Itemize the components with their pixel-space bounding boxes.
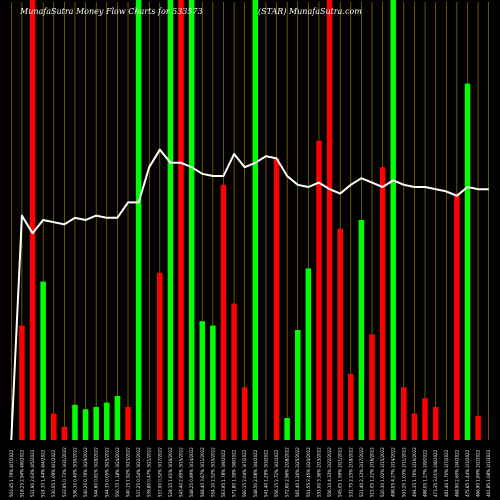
x-tick-label: 515.05 1.22% 2/16/2022: [370, 447, 375, 497]
x-tick-label: 545.05 1.99% 2/21/2022: [338, 447, 343, 497]
x-tick-label: 503.20 1.03% 2/11/2022: [401, 447, 406, 497]
x-tick-label: 568.40 3.67% 3/11/2022: [200, 447, 205, 497]
x-tick-label: 560.15 2.04% 3/7/2022: [242, 449, 247, 497]
money-flow-bar: [401, 387, 407, 440]
chart-title-right: (STAR) MunafaSutra.com: [258, 7, 362, 16]
money-flow-bar: [50, 413, 57, 440]
price-line: [10, 148, 489, 441]
money-flow-bar: [19, 325, 25, 440]
money-flow-bar: [93, 407, 99, 440]
x-tick-label: 533.95 0.73% 3/31/2022: [62, 447, 67, 497]
money-flow-bar: [422, 398, 428, 440]
money-flow-bar: [167, 0, 174, 440]
x-tick-label: 532.75 2.25% 2/18/2022: [348, 447, 353, 497]
money-flow-bar: [231, 303, 237, 440]
money-flow-bar: [61, 426, 68, 440]
x-tick-label: 520.30 1.02% 2/15/2022: [380, 447, 385, 497]
money-flow-bar: [326, 0, 333, 440]
x-tick-label: 521.40 2.13% 2/17/2022: [359, 447, 364, 497]
money-flow-bar: [316, 140, 322, 441]
x-tick-labels: 503.45 1.79% 4/7/2022 518.25 2.94% 4/6/20…: [9, 447, 491, 497]
x-tick-label: 556.10 4.33% 2/22/2022: [327, 447, 332, 497]
x-tick-label: 571.80 1.39% 3/8/2022: [232, 449, 237, 497]
money-flow-bar: [379, 167, 386, 440]
x-tick-label: 540.15 1.92% 3/23/2022: [126, 447, 131, 497]
x-tick-label: 530.05 1.09% 4/1/2022: [51, 449, 56, 497]
money-flow-bar: [188, 0, 195, 440]
x-tick-label: 488.05 1.27% 2/9/2022: [423, 449, 428, 497]
x-tick-label: 544.35 0.05% 3/25/2022: [104, 447, 109, 497]
x-tick-label: 473.35 3.01% 2/8/2022: [433, 449, 438, 497]
x-tick-label: 475.65 1.44% 2/3/2022: [465, 449, 470, 497]
money-flow-bar: [284, 418, 290, 440]
money-flow-bar: [454, 193, 460, 440]
bars: [19, 0, 481, 441]
money-flow-bar: [475, 415, 481, 440]
money-flow-bar: [432, 407, 439, 440]
x-tick-label: 548.25 0.89% 3/14/2022: [189, 447, 194, 497]
money-flow-bar: [337, 228, 343, 440]
money-flow-bar: [125, 407, 131, 440]
x-tick-label: 554.10 2.52% 3/10/2022: [210, 447, 215, 497]
x-tick-label: 565.40 1.26% 2/25/2022: [295, 447, 300, 497]
money-flow-bar: [464, 83, 471, 440]
money-flow-bar: [199, 321, 206, 440]
x-tick-label: 539.80 0.47% 3/21/2022: [147, 447, 152, 497]
x-tick-label: 503.45 1.79% 4/7/2022: [9, 449, 14, 497]
money-flow-bar: [29, 0, 36, 440]
x-tick-label: 537.25 0.54% 3/22/2022: [136, 447, 141, 497]
x-tick-label: 528.35 1.61% 3/16/2022: [168, 447, 173, 497]
money-flow-bar: [294, 330, 301, 440]
x-tick-label: 556.15 2.72% 3/2/2022: [274, 449, 279, 497]
x-tick-label: 498.05 4.27% 2/14/2022: [391, 447, 396, 497]
money-flow-bar: [114, 396, 121, 440]
money-flow-bar: [241, 387, 248, 440]
x-tick-label: 541.40 1.29% 3/3/2022: [263, 449, 268, 497]
money-flow-bar: [178, 0, 184, 440]
x-tick-label: 543.40 2.85% 3/15/2022: [179, 447, 184, 497]
money-flow-bar: [72, 404, 78, 440]
x-tick-label: 524.35 1.44% 4/4/2022: [41, 449, 46, 497]
money-flow-bar: [273, 158, 280, 440]
x-tick-label: 548.50 2.08% 3/4/2022: [253, 449, 258, 497]
x-tick-label: 550.75 1.18% 3/24/2022: [115, 447, 120, 497]
x-tick-label: 544.60 0.81% 3/28/2022: [94, 447, 99, 497]
money-flow-bar: [348, 374, 354, 440]
x-tick-label: 533.00 3.36% 2/23/2022: [316, 447, 321, 497]
x-tick-label: 537.00 0.52% 3/17/2022: [157, 447, 162, 497]
money-flow-bar: [157, 272, 163, 440]
x-tick-label: 518.25 2.94% 4/6/2022: [19, 449, 24, 497]
x-tick-label: 481.40 1.70% 2/7/2022: [444, 449, 449, 497]
money-flow-bar: [40, 281, 46, 440]
price-line-layer: [10, 148, 489, 441]
x-tick-label: 494.35 1.76% 2/10/2022: [412, 447, 417, 497]
money-flow-bar: [305, 268, 312, 440]
x-tick-label: 461.85 1.08% 2/1/2022: [486, 449, 491, 497]
money-flow-bar: [252, 0, 259, 440]
x-tick-label: 536.10 0.40% 3/30/2022: [72, 447, 77, 497]
x-tick-label: 572.60 2.96% 2/28/2022: [285, 447, 290, 497]
x-tick-label: 563.95 1.78% 3/9/2022: [221, 449, 226, 497]
money-flow-bar: [390, 0, 396, 440]
money-flow-bar: [210, 325, 216, 440]
x-tick-label: 466.90 1.84% 2/2/2022: [476, 449, 481, 497]
x-tick-label: 531.90 2.63% 4/5/2022: [30, 449, 35, 497]
x-tick-label: 468.90 2.60% 2/4/2022: [454, 449, 459, 497]
chart-title-left: MunafaSutra Money Flow Charts for 533573: [19, 7, 203, 16]
money-flow-bar: [369, 334, 375, 440]
money-flow-bar: [358, 220, 365, 440]
money-flow-bar: [82, 409, 89, 440]
money-flow-bar: [220, 184, 227, 440]
x-tick-label: 540.20 0.76% 3/29/2022: [83, 447, 88, 497]
money-flow-bar: [135, 0, 142, 440]
x-tick-label: 551.55 2.45% 2/24/2022: [306, 447, 311, 497]
money-flow-bar: [411, 413, 418, 440]
money-flow-bar: [104, 402, 110, 440]
